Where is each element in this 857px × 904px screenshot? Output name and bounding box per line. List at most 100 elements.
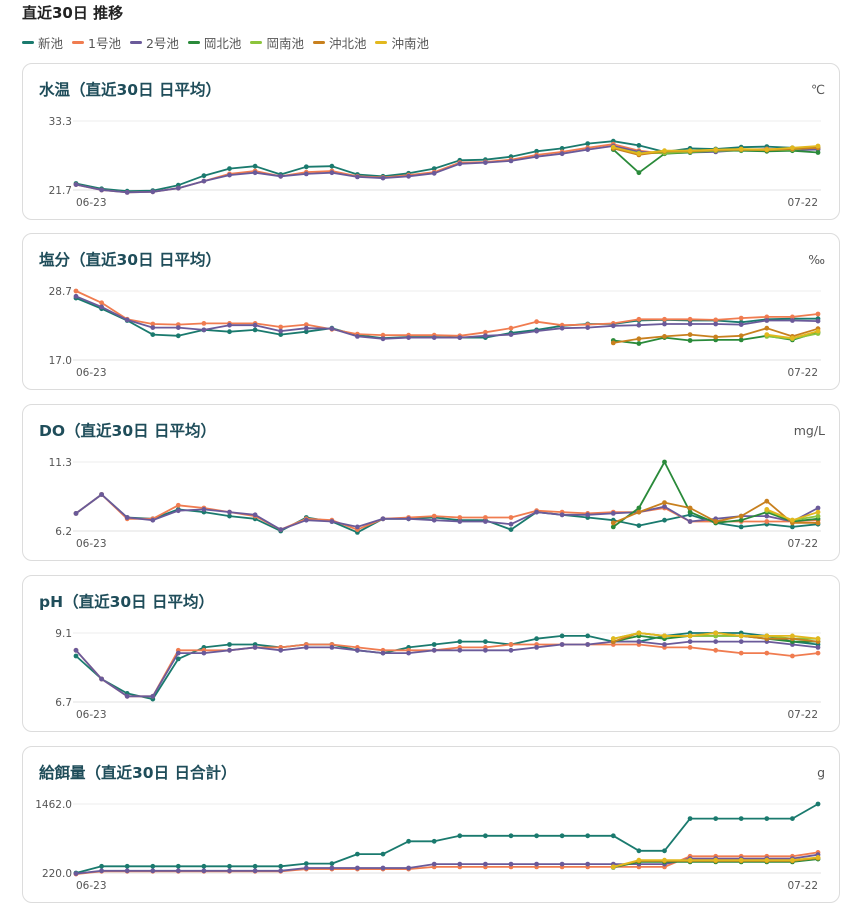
data-point [252,170,258,176]
data-point [329,163,335,169]
y-tick-label: 33.3 [49,116,72,128]
chart-unit: ‰ [808,252,825,267]
data-point [303,164,309,170]
series-line [75,632,819,700]
data-point [610,144,616,150]
data-point [790,653,795,659]
data-point [175,502,181,508]
data-point [687,321,693,327]
y-tick-label: 9.1 [55,628,72,640]
data-point [227,509,232,515]
data-point [380,175,386,181]
data-point [150,693,156,699]
data-point [124,515,130,520]
data-point [662,334,667,339]
data-point [406,173,411,179]
data-point [790,517,795,523]
x-tick-label: 07-22 [787,538,818,550]
legend-item-3[interactable]: 岡北池 [187,33,241,52]
data-point [73,288,79,294]
data-point [431,513,437,519]
x-tick-label: 07-22 [787,880,818,892]
data-point [124,190,130,195]
data-point [252,645,258,650]
legend-swatch [375,41,388,44]
data-point [483,160,488,165]
y-tick-label: 21.7 [49,185,72,197]
legend-item-6[interactable]: 沖南池 [375,33,429,52]
legend-item-1[interactable]: 1号池 [72,33,121,52]
data-point [687,816,693,821]
data-point [201,507,207,512]
data-point [534,645,539,650]
data-point [687,639,693,644]
data-point [738,322,744,327]
legend-item-2[interactable]: 2号池 [129,33,179,52]
chart-title: 水温（直近30日 日平均） [39,81,221,99]
data-point [175,868,181,874]
data-point [636,848,642,854]
data-point [483,639,488,644]
data-point [687,509,693,515]
y-tick-label: 6.2 [55,526,72,538]
data-point [278,324,284,330]
legend-item-5[interactable]: 沖北池 [312,33,366,52]
data-point [713,857,719,863]
data-point [380,336,386,342]
data-point [815,311,821,317]
data-point [713,647,719,653]
chart-card-water-temp: 水温（直近30日 日平均） ℃ 33.3 21.7 06-23 07-22 [22,63,840,220]
data-point [636,143,642,148]
data-point [483,833,488,839]
series-line [75,290,819,337]
data-point [764,325,770,331]
data-point [431,166,437,171]
data-point [764,513,770,519]
data-point [790,318,795,323]
data-point [355,334,360,339]
data-point [790,335,795,341]
data-point [99,863,104,869]
data-point [508,158,514,164]
data-point [329,645,335,650]
data-point [150,863,156,869]
data-point [278,173,284,179]
chart-unit: g [817,765,825,780]
data-point [687,519,693,524]
data-point [559,325,565,331]
data-point [790,145,795,151]
data-point [252,163,258,169]
data-point [508,647,514,653]
data-point [534,861,539,867]
data-point [278,863,284,869]
data-point [738,857,744,863]
data-point [508,521,514,527]
data-point [790,816,795,821]
data-point [662,321,667,327]
series-line [75,493,819,534]
data-point [252,863,258,869]
legend-item-0[interactable]: 新池 [22,33,63,52]
x-tick-label: 07-22 [787,709,818,721]
data-point [303,171,309,177]
data-point [380,865,386,871]
data-point [124,693,130,699]
data-point [636,170,642,176]
data-point [278,527,284,532]
data-point [687,338,693,343]
data-point [687,316,693,322]
data-point [585,633,591,639]
legend-item-4[interactable]: 岡南池 [250,33,304,52]
chart-card-ph: pH（直近30日 日平均） 9.1 6.7 06-23 07-22 [22,575,840,732]
data-point [73,293,79,299]
data-point [227,647,232,653]
data-point [483,647,488,653]
data-point [431,517,437,523]
data-point [534,833,539,839]
data-point [483,515,488,520]
data-point [713,630,719,636]
data-point [713,147,719,152]
data-point [380,851,386,857]
x-tick-label: 06-23 [76,538,107,550]
series-line [75,140,819,193]
